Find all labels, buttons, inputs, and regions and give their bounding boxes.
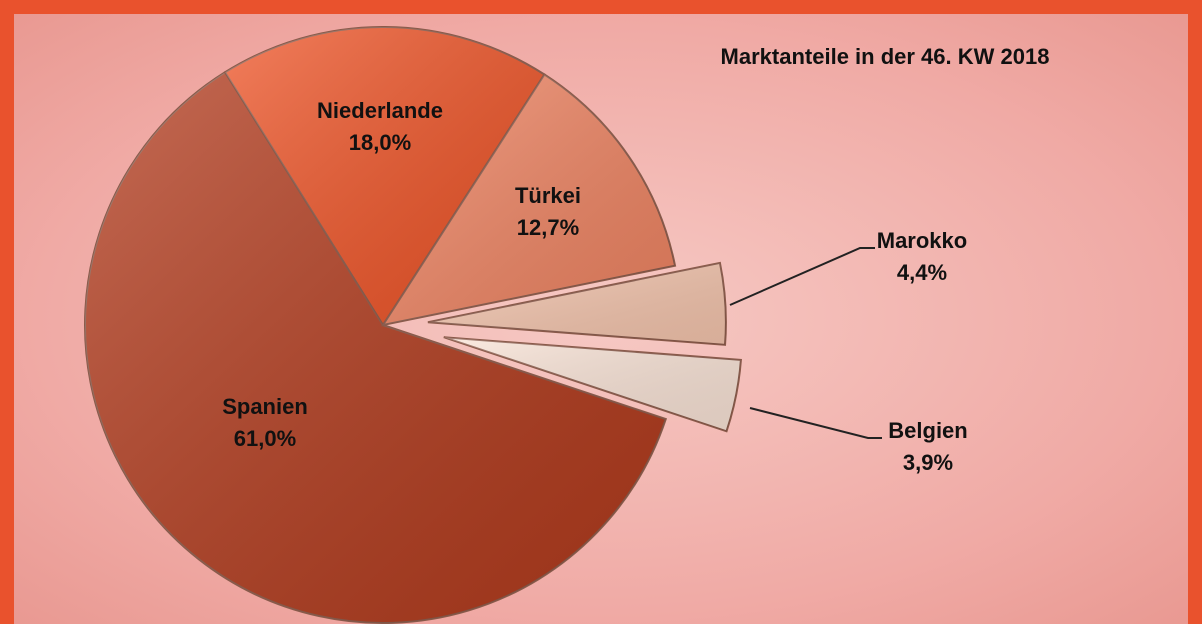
chart: Spanien 61,0% Niederlande 18,0% Türkei 12,7% M… (0, 0, 1202, 624)
value-label: 18,0% (349, 130, 411, 155)
chart-title: Marktanteile in der 46. KW 2018 (721, 44, 1050, 69)
value-label: 4,4% (897, 260, 947, 285)
slice-label: Marokko (877, 228, 967, 253)
slice-label: Spanien (222, 394, 308, 419)
value-label: 12,7% (517, 215, 579, 240)
slice-label: Belgien (888, 418, 967, 443)
slice-label: Niederlande (317, 98, 443, 123)
value-label: 61,0% (234, 426, 296, 451)
value-label: 3,9% (903, 450, 953, 475)
slice-label: Türkei (515, 183, 581, 208)
